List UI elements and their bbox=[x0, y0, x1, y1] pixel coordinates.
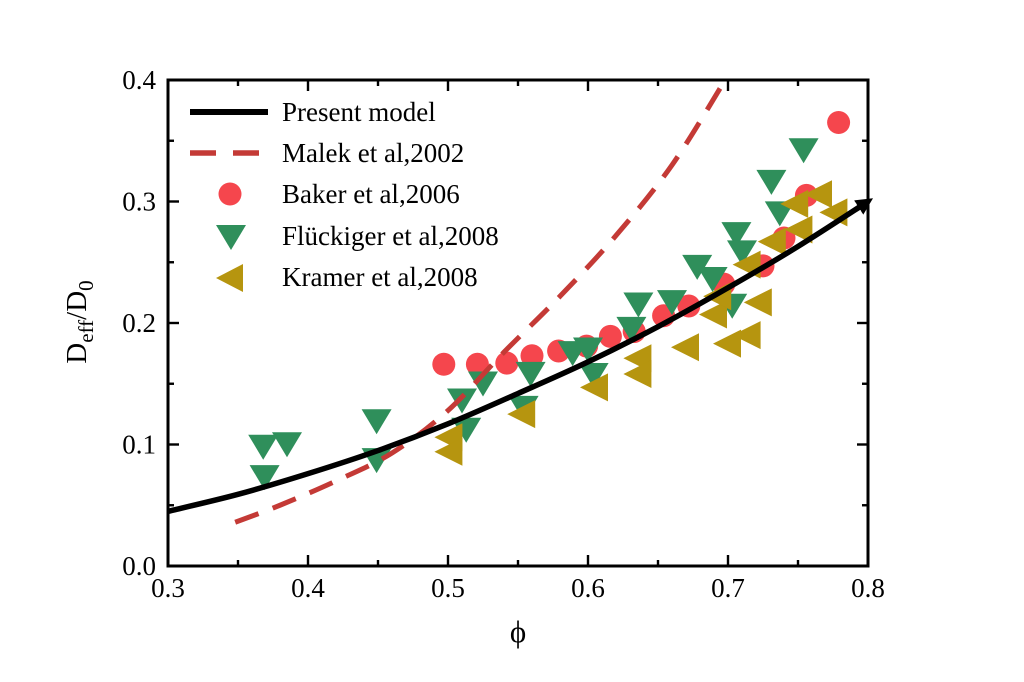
marker-triangle-down bbox=[468, 371, 498, 397]
x-tick-label: 0.3 bbox=[151, 573, 185, 603]
marker-circle bbox=[520, 344, 544, 368]
marker-circle bbox=[827, 111, 851, 135]
marker-circle bbox=[432, 352, 456, 376]
legend-label-baker: Baker et al,2006 bbox=[282, 179, 460, 209]
y-tick-label: 0.3 bbox=[122, 187, 156, 217]
marker-circle bbox=[495, 351, 519, 375]
marker-triangle-down bbox=[616, 316, 647, 342]
marker-triangle-down bbox=[515, 361, 546, 387]
legend-swatch-triangle-down-marker bbox=[216, 225, 246, 250]
y-axis-label-main1: D bbox=[61, 343, 93, 364]
y-tick-label: 0.0 bbox=[122, 551, 156, 581]
marker-triangle-down bbox=[573, 337, 603, 363]
marker-triangle-down bbox=[447, 388, 477, 414]
series-line-malek-et-al-2002 bbox=[234, 78, 728, 525]
marker-triangle-down bbox=[272, 432, 302, 458]
marker-triangle-left bbox=[507, 400, 536, 429]
x-tick-label: 0.7 bbox=[711, 573, 745, 603]
legend: Present model Malek et al,2002 Baker et … bbox=[190, 97, 499, 292]
legend-label-kramer: Kramer et al,2008 bbox=[282, 262, 478, 292]
marker-triangle-down bbox=[727, 240, 757, 266]
y-tick-label: 0.2 bbox=[122, 308, 156, 338]
marker-triangle-left bbox=[434, 437, 463, 466]
y-axis-label: Deff/D0 bbox=[61, 280, 98, 363]
y-axis-label-sub1: eff bbox=[74, 320, 98, 343]
marker-triangle-down bbox=[756, 169, 787, 195]
data-series bbox=[167, 78, 874, 525]
y-tick-label: 0.4 bbox=[122, 65, 156, 95]
y-axis-label-sub2: 0 bbox=[74, 280, 98, 291]
x-axis-label: ϕ bbox=[510, 614, 526, 649]
marker-triangle-left bbox=[784, 215, 813, 244]
marker-triangle-left bbox=[732, 321, 761, 350]
legend-swatch-circle-marker bbox=[218, 182, 242, 206]
marker-triangle-down bbox=[623, 292, 654, 318]
axis-ticks bbox=[166, 78, 870, 568]
marker-triangle-down bbox=[682, 254, 713, 280]
marker-circle bbox=[465, 352, 489, 376]
x-tick-label: 0.6 bbox=[571, 573, 605, 603]
marker-triangle-left bbox=[671, 333, 699, 362]
marker-triangle-left bbox=[713, 329, 741, 358]
marker-triangle-left bbox=[699, 300, 727, 329]
series-markers-fl-ckiger-et-al-2008 bbox=[248, 138, 819, 491]
marker-triangle-down bbox=[721, 222, 752, 248]
marker-triangle-down bbox=[764, 201, 795, 227]
marker-triangle-left bbox=[804, 180, 832, 209]
series-line-present-model bbox=[167, 198, 874, 514]
marker-triangle-left bbox=[623, 360, 652, 389]
marker-triangle-left bbox=[757, 227, 786, 256]
plot-frame bbox=[166, 78, 870, 568]
marker-triangle-down bbox=[248, 434, 279, 460]
marker-triangle-left bbox=[780, 189, 809, 218]
marker-triangle-left bbox=[743, 288, 772, 317]
marker-circle bbox=[598, 324, 622, 348]
legend-swatch-triangle-left-marker bbox=[216, 264, 243, 292]
legend-label-malek: Malek et al,2002 bbox=[282, 138, 464, 168]
marker-triangle-down bbox=[361, 409, 392, 435]
marker-triangle-left bbox=[580, 373, 608, 402]
y-tick-label: 0.1 bbox=[122, 430, 156, 460]
x-tick-label: 0.4 bbox=[291, 573, 325, 603]
marker-triangle-down bbox=[578, 363, 609, 389]
axis-tick-labels: 0.3 0.4 0.5 0.6 0.7 0.8 0.0 0.1 0.2 0.3 0.4 bbox=[122, 65, 885, 603]
marker-triangle-down bbox=[657, 290, 687, 316]
legend-label-fluckiger: Flückiger et al,2008 bbox=[282, 221, 499, 251]
x-tick-label: 0.8 bbox=[851, 573, 885, 603]
x-tick-label: 0.5 bbox=[431, 573, 465, 603]
legend-label-present-model: Present model bbox=[282, 97, 436, 127]
marker-triangle-down bbox=[697, 267, 728, 293]
marker-triangle-down bbox=[249, 465, 280, 491]
marker-triangle-down bbox=[451, 417, 482, 443]
y-axis-label-main2: /D bbox=[61, 291, 93, 320]
marker-triangle-down bbox=[788, 138, 819, 164]
